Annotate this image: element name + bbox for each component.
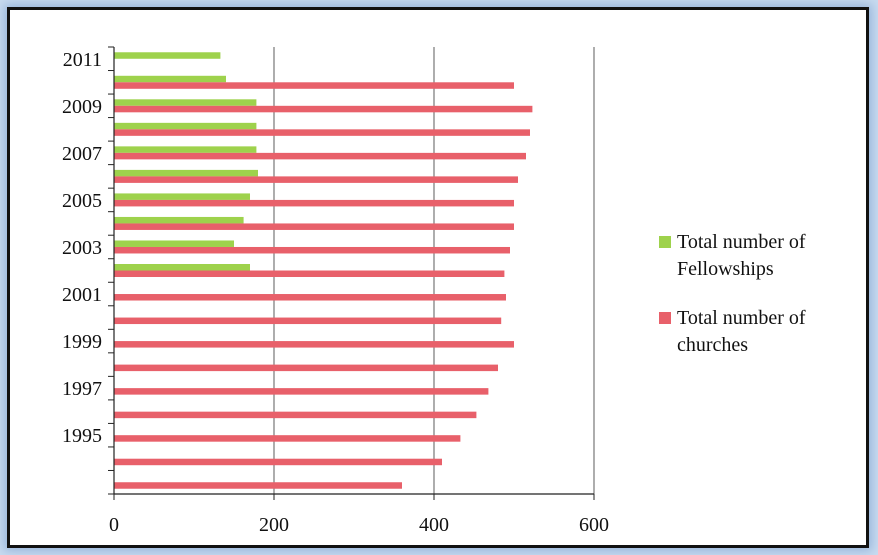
x-tick-label-0: 0 <box>109 514 119 536</box>
bars-layer <box>114 52 533 489</box>
axes-layer <box>108 46 595 500</box>
bar-churches-2002 <box>114 270 505 277</box>
bar-churches-2006 <box>114 176 518 183</box>
bar-fellowships-2003 <box>114 240 234 247</box>
legend-item-fellowships: Total number of Fellowships <box>659 231 806 280</box>
bar-churches-2004 <box>114 223 514 230</box>
bar-churches-2003 <box>114 246 510 254</box>
legend-label-fellowships-line2: Fellowships <box>677 258 774 280</box>
bar-chart: 0 200 400 600 1995 1997 1999 2001 2003 2005 2007 20… <box>62 46 806 536</box>
legend-label-fellowships-line1: Total number of <box>677 231 806 253</box>
y-tick-label-2009: 2009 <box>62 96 102 118</box>
bar-fellowships-2005 <box>114 193 250 200</box>
bar-churches-2005 <box>114 199 514 207</box>
x-tick-label-400: 400 <box>419 514 449 536</box>
bar-churches-1999 <box>114 341 514 348</box>
y-tick-label-2003: 2003 <box>62 237 102 259</box>
bar-churches-1995 <box>114 435 461 442</box>
bar-fellowships-2011 <box>114 52 221 59</box>
legend-swatch-fellowships <box>659 236 671 248</box>
bar-fellowships-2007 <box>114 146 257 153</box>
bar-churches-2007 <box>114 152 526 160</box>
bar-churches-2008 <box>114 129 530 136</box>
bar-fellowships-2002 <box>114 264 250 271</box>
legend-swatch-churches <box>659 312 671 324</box>
legend-label-churches-line2: churches <box>677 334 748 356</box>
bar-churches-1993 <box>114 482 402 489</box>
x-tick-label-200: 200 <box>259 514 289 536</box>
bar-churches-2000 <box>114 317 502 325</box>
legend-item-churches: Total number of churches <box>659 307 806 356</box>
legend-label-churches-line1: Total number of <box>677 307 806 329</box>
y-tick-label-2007: 2007 <box>62 143 102 165</box>
labels-layer: 0 200 400 600 1995 1997 1999 2001 2003 2005 2007 20… <box>62 49 609 536</box>
bar-fellowships-2006 <box>114 169 258 177</box>
bar-fellowships-2004 <box>114 216 244 224</box>
bar-churches-1998 <box>114 364 498 372</box>
y-tick-label-2005: 2005 <box>62 190 102 212</box>
y-tick-label-1999: 1999 <box>62 331 102 353</box>
bar-churches-1994 <box>114 458 442 466</box>
bar-fellowships-2010 <box>114 75 226 83</box>
y-tick-label-1995: 1995 <box>62 425 102 447</box>
x-tick-label-600: 600 <box>579 514 609 536</box>
bar-churches-2009 <box>114 105 533 113</box>
bar-fellowships-2008 <box>114 122 257 130</box>
bar-churches-2001 <box>114 294 506 301</box>
bar-churches-1997 <box>114 388 489 395</box>
chart-frame: 0 200 400 600 1995 1997 1999 2001 2003 2005 2007 20… <box>7 7 869 548</box>
bar-fellowships-2009 <box>114 99 257 106</box>
bar-churches-2010 <box>114 82 514 89</box>
y-tick-label-2001: 2001 <box>62 284 102 306</box>
legend: Total number of Fellowships Total number… <box>659 231 806 356</box>
y-tick-label-1997: 1997 <box>62 378 102 400</box>
y-tick-label-2011: 2011 <box>63 49 102 71</box>
bar-churches-1996 <box>114 411 477 419</box>
